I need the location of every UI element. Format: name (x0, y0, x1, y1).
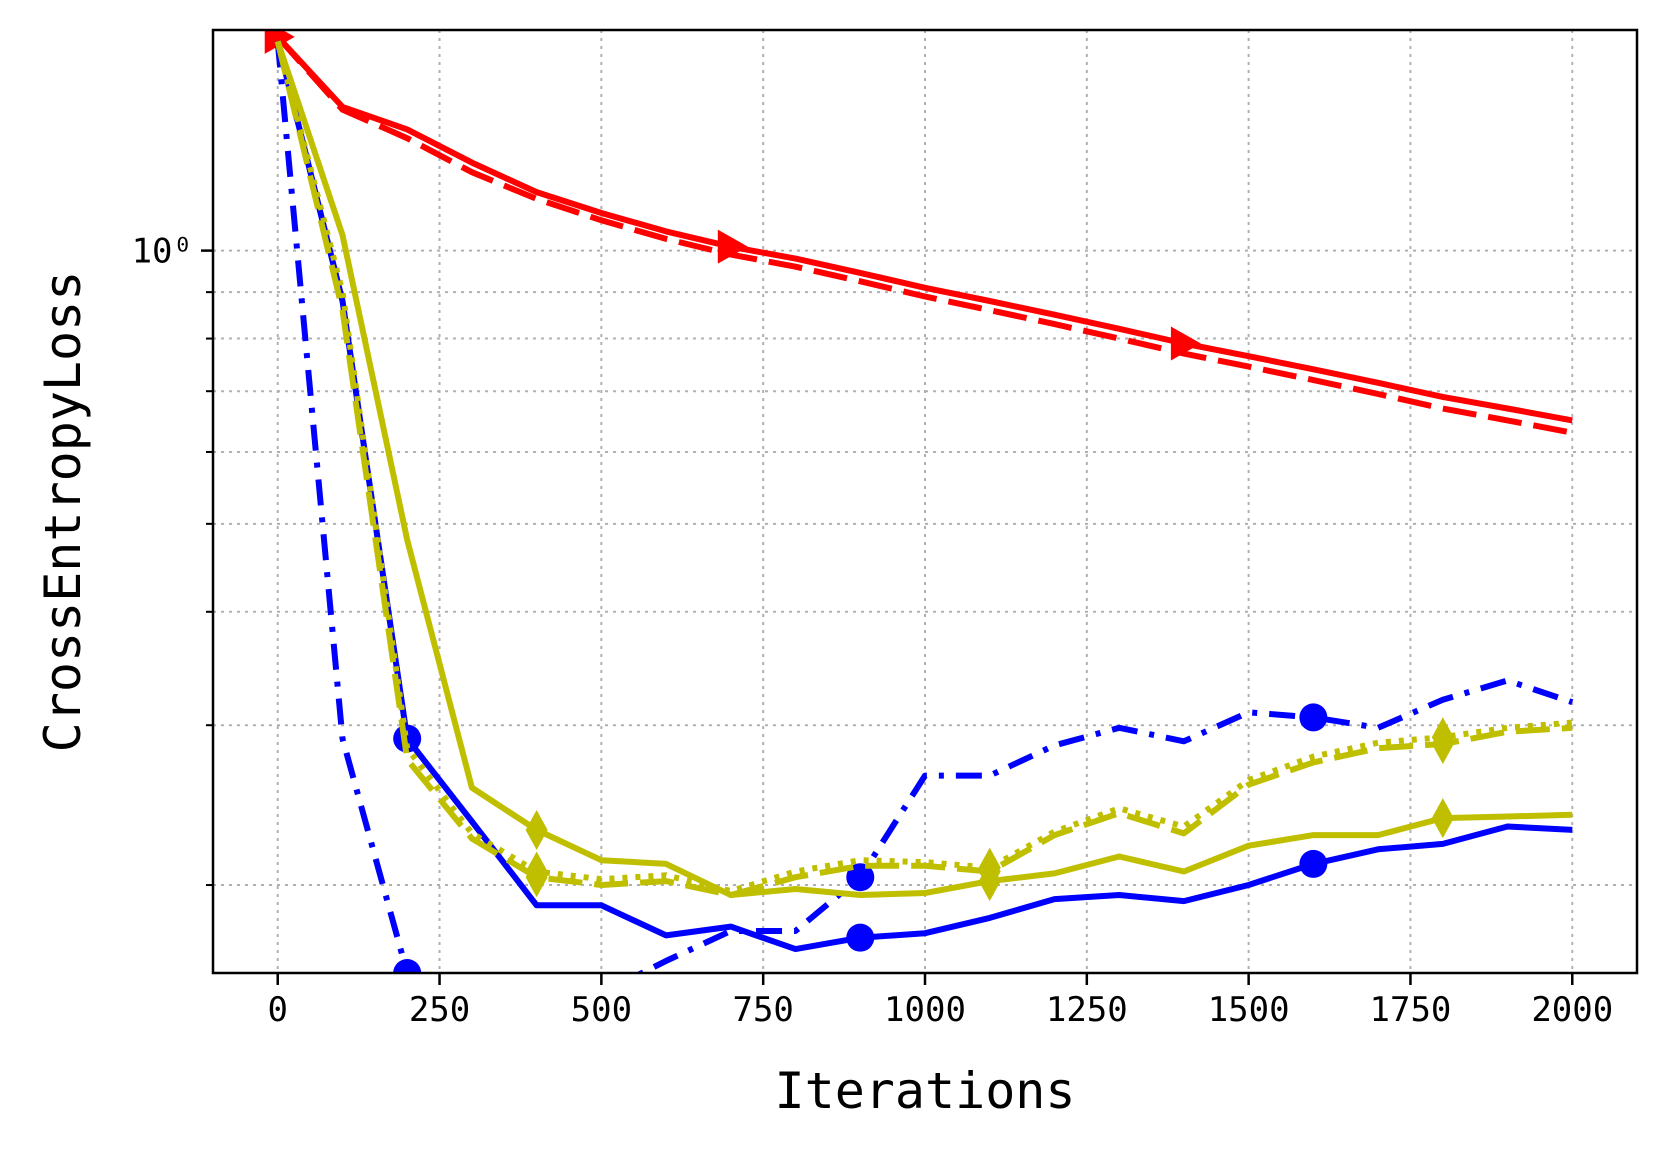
series-2-line (275, 34, 1573, 436)
axis-ticks: 0 250 500 750 1000 1250 1500 1750 2000 10⁰ (132, 232, 1614, 1030)
series-7-marker (1431, 717, 1454, 758)
series-3-marker (846, 923, 875, 952)
series-2 (275, 34, 1573, 436)
series-1-line (275, 34, 1573, 424)
series-6-line (274, 40, 1573, 898)
x-tick-label: 1000 (884, 990, 966, 1030)
x-tick-label: 500 (571, 990, 632, 1030)
series-5 (274, 40, 1573, 902)
series-5-line (274, 40, 1573, 898)
series-7 (274, 40, 1573, 894)
series-4 (274, 41, 1574, 973)
x-axis-title: Iterations (774, 1062, 1075, 1120)
series-4-marker (393, 959, 422, 973)
x-tick-label: 1500 (1208, 990, 1290, 1030)
x-tick-label: 250 (409, 990, 470, 1030)
series-7-marker (978, 847, 1001, 888)
y-tick-label: 10⁰ (132, 232, 193, 272)
series-7-marker (525, 851, 548, 892)
series-5-marker (1431, 798, 1454, 839)
y-axis-title: CrossEntropyLoss (34, 271, 92, 753)
x-tick-label: 750 (732, 990, 793, 1030)
series-3-marker (1299, 849, 1328, 878)
x-tick-label: 1250 (1046, 990, 1128, 1030)
series-5-marker (525, 809, 548, 850)
x-tick-label: 2000 (1531, 990, 1613, 1030)
grid (213, 30, 1637, 973)
x-tick-label: 0 (267, 990, 287, 1030)
x-tick-label: 1750 (1370, 990, 1452, 1030)
plot-area (264, 30, 1574, 973)
series-4-line (274, 41, 1574, 973)
series-4-marker (846, 863, 875, 892)
series-4-marker (1299, 703, 1328, 732)
